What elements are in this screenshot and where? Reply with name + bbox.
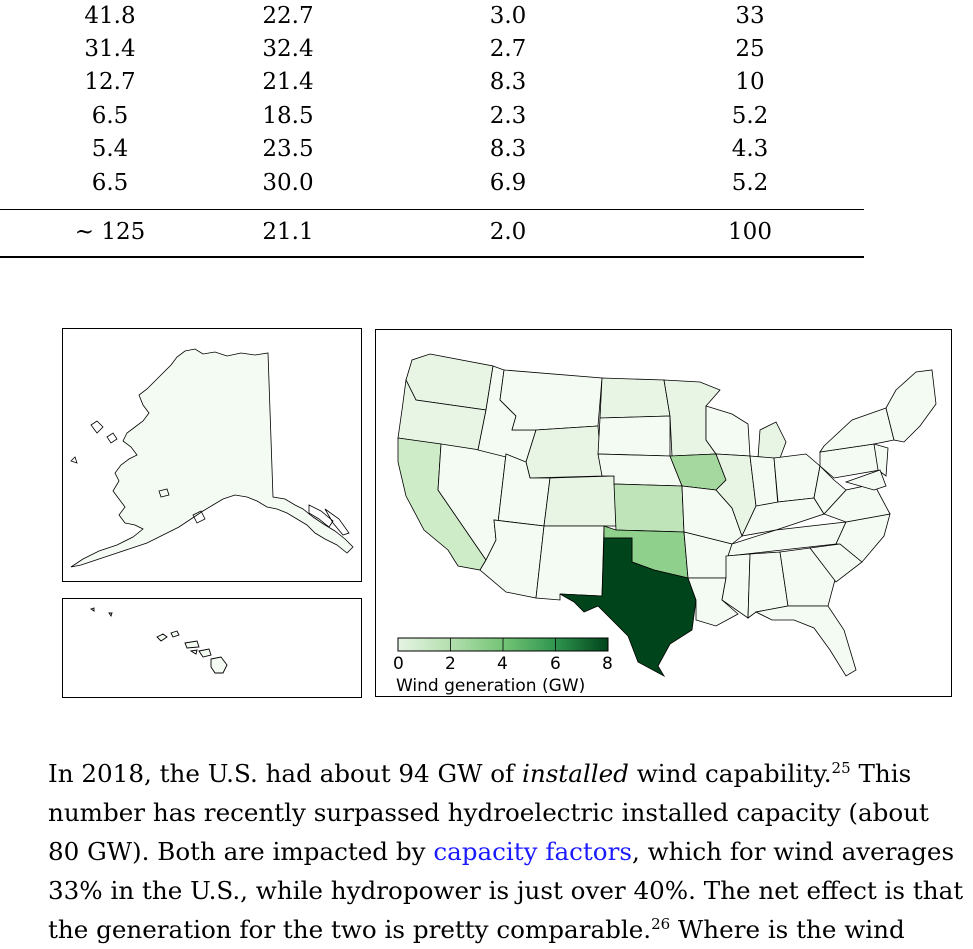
mississippi-state [721, 553, 751, 619]
alaska-state [70, 348, 354, 568]
table-cell: ~ 125 [74, 219, 146, 245]
table-cell: 32.4 [262, 36, 314, 62]
table-bottomrule [0, 256, 864, 258]
colorbar-tick-label: 0 [393, 654, 404, 674]
michigan-state [757, 421, 787, 459]
new-england-state [885, 369, 937, 443]
colorbar-tick-label: 2 [445, 654, 456, 674]
body-paragraph: In 2018, the U.S. had about 94 GW of ins… [48, 754, 973, 949]
hawaii-inset [62, 598, 362, 698]
colorbar-tick-labels: 0 2 4 6 8 [393, 654, 633, 674]
text-run: the generation for the two is pretty com… [48, 915, 652, 944]
text-run: , which for wind averages [632, 837, 955, 866]
contiguous-us-panel: 0 2 4 6 8 Wind generation (GW) [375, 329, 952, 697]
table-cell: 12.7 [84, 69, 136, 95]
new-york-state [819, 407, 895, 453]
colorbar-tick-label: 4 [497, 654, 508, 674]
table-cell: 5.2 [731, 103, 769, 129]
texas-state [559, 537, 697, 678]
text-run: This [850, 759, 912, 788]
table-cell: 4.3 [731, 136, 769, 162]
paragraph-line: In 2018, the U.S. had about 94 GW of ins… [48, 754, 973, 793]
south-dakota-state [597, 415, 671, 457]
kansas-state [613, 483, 685, 533]
new-mexico-state [535, 525, 605, 601]
table-row: 6.5 18.5 2.3 5.2 [0, 100, 864, 133]
table-cell: 31.4 [84, 36, 136, 62]
contiguous-us-map [397, 353, 937, 678]
table-cell: 8.3 [489, 69, 527, 95]
table-cell: 30.0 [262, 170, 314, 196]
table-row: 31.4 32.4 2.7 25 [0, 33, 864, 66]
table-row: 41.8 22.7 3.0 33 [0, 0, 864, 33]
text-run: Where is the wind [670, 915, 905, 944]
table-cell: 18.5 [262, 103, 314, 129]
paragraph-line: number has recently surpassed hydroelect… [48, 798, 929, 827]
table-cell: 2.0 [489, 219, 527, 245]
table-cell: 33 [735, 3, 765, 29]
text-run: wind capability. [628, 759, 832, 788]
table-cell: 100 [728, 219, 772, 245]
text-run: In 2018, the U.S. had about 94 GW of [48, 759, 522, 788]
table-cell: 25 [735, 36, 765, 62]
footnote-ref[interactable]: 25 [831, 758, 851, 777]
table-cell: 6.5 [91, 103, 129, 129]
colorbar-tick-label: 6 [550, 654, 561, 674]
wisconsin-state [705, 405, 751, 457]
colorbar-label: Wind generation (GW) [396, 676, 586, 696]
table-row: 5.4 23.5 8.3 4.3 [0, 133, 864, 166]
ohio-state [773, 453, 821, 503]
table-cell: 2.7 [489, 36, 527, 62]
colorbar-tick-label: 8 [602, 654, 613, 674]
table-cell: 21.4 [262, 69, 314, 95]
table-total-row: ~ 125 21.1 2.0 100 [0, 216, 864, 249]
west-virginia-state [813, 465, 847, 515]
alaska-map [70, 348, 354, 568]
wyoming-state [525, 425, 603, 479]
table-cell: 41.8 [84, 3, 136, 29]
north-dakota-state [599, 377, 671, 419]
capacity-factors-link[interactable]: capacity factors [433, 837, 632, 866]
colorado-state [543, 475, 617, 527]
footnote-ref[interactable]: 26 [651, 914, 671, 933]
table-cell: 23.5 [262, 136, 314, 162]
table-cell: 8.3 [489, 136, 527, 162]
table-row: 12.7 21.4 8.3 10 [0, 66, 864, 99]
table-cell: 5.4 [91, 136, 129, 162]
table-midrule [0, 209, 864, 211]
text-run: 80 GW). Both are impacted by [48, 837, 434, 866]
montana-state [499, 369, 603, 431]
table-cell: 5.2 [731, 170, 769, 196]
colorbar [397, 637, 609, 652]
table-cell: 6.9 [489, 170, 527, 196]
table-cell: 22.7 [262, 3, 314, 29]
florida-state [754, 605, 857, 677]
paragraph-line: 80 GW). Both are impacted by capacity fa… [48, 832, 973, 871]
alaska-inset [62, 328, 362, 582]
colorbar-ticks [450, 638, 556, 651]
maryland-delaware-state [844, 469, 887, 491]
table-cell: 21.1 [262, 219, 314, 245]
table-row: 6.5 30.0 6.9 5.2 [0, 167, 864, 200]
table-cell: 3.0 [489, 3, 527, 29]
paragraph-line: the generation for the two is pretty com… [48, 910, 973, 949]
new-jersey-state [873, 443, 889, 477]
table-cell: 2.3 [489, 103, 527, 129]
emphasis-text: installed [521, 759, 629, 788]
table-cell: 6.5 [91, 170, 129, 196]
paragraph-line: 33% in the U.S., while hydropower is jus… [48, 876, 964, 905]
hawaii-islands [89, 607, 228, 674]
table-cell: 10 [735, 69, 765, 95]
hawaii-map [89, 607, 228, 674]
